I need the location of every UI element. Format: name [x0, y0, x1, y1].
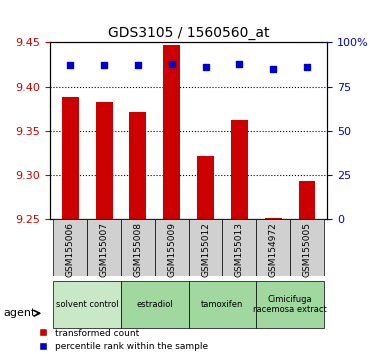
FancyBboxPatch shape [54, 281, 121, 328]
FancyBboxPatch shape [189, 281, 256, 328]
FancyBboxPatch shape [189, 219, 223, 276]
Text: GSM155012: GSM155012 [201, 222, 210, 277]
FancyBboxPatch shape [256, 219, 290, 276]
Text: GSM155005: GSM155005 [303, 222, 311, 277]
Point [203, 64, 209, 70]
Bar [231, 120, 248, 219]
Bar [129, 112, 146, 219]
Bar [265, 218, 281, 219]
Text: GSM155009: GSM155009 [167, 222, 176, 277]
Text: GSM155013: GSM155013 [235, 222, 244, 277]
FancyBboxPatch shape [121, 219, 155, 276]
FancyBboxPatch shape [54, 219, 87, 276]
Text: Cimicifuga
racemosa extract: Cimicifuga racemosa extract [253, 295, 327, 314]
FancyBboxPatch shape [290, 219, 324, 276]
Bar [62, 97, 79, 219]
Bar [197, 156, 214, 219]
FancyBboxPatch shape [223, 219, 256, 276]
Legend: transformed count, percentile rank within the sample: transformed count, percentile rank withi… [35, 325, 212, 354]
FancyBboxPatch shape [256, 281, 324, 328]
Title: GDS3105 / 1560560_at: GDS3105 / 1560560_at [108, 26, 270, 40]
FancyBboxPatch shape [155, 219, 189, 276]
Text: estradiol: estradiol [136, 300, 173, 309]
Text: tamoxifen: tamoxifen [201, 300, 244, 309]
Bar [163, 45, 180, 219]
Bar [298, 182, 315, 219]
Text: GSM155008: GSM155008 [134, 222, 142, 277]
Point [67, 63, 74, 68]
Point [135, 63, 141, 68]
Text: solvent control: solvent control [56, 300, 119, 309]
FancyBboxPatch shape [121, 281, 189, 328]
Point [101, 63, 107, 68]
FancyBboxPatch shape [87, 219, 121, 276]
Point [169, 61, 175, 67]
Text: agent: agent [4, 308, 36, 318]
Point [236, 61, 243, 67]
Point [270, 66, 276, 72]
Text: GSM155007: GSM155007 [100, 222, 109, 277]
Bar [96, 102, 112, 219]
Text: GSM155006: GSM155006 [66, 222, 75, 277]
Point [304, 64, 310, 70]
Text: GSM154972: GSM154972 [269, 222, 278, 277]
